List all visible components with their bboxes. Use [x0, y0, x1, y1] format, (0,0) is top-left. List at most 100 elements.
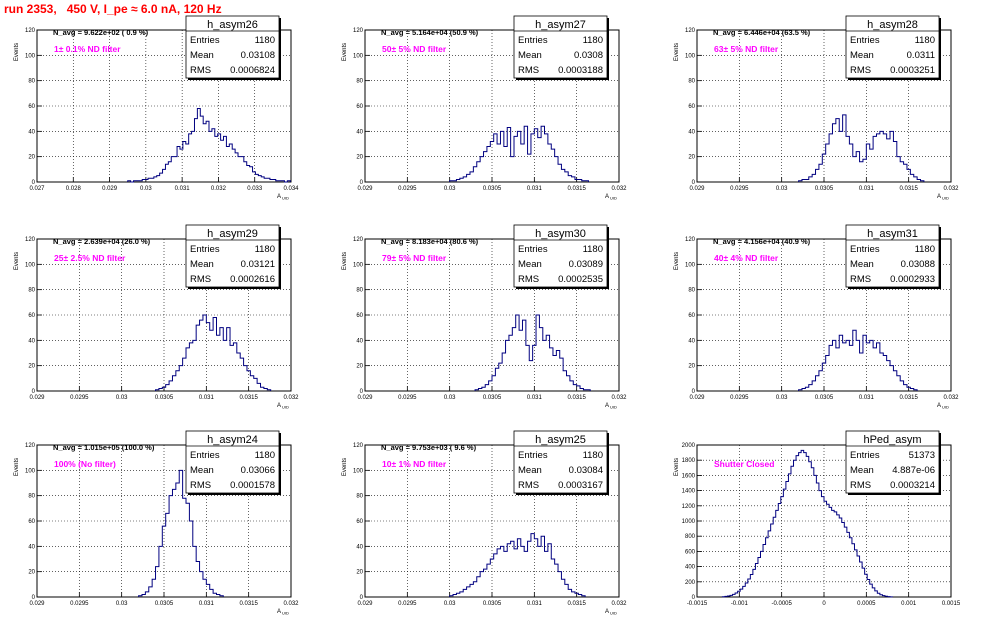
y-tick-label: 1200: [682, 504, 696, 510]
x-tick-label: 0.0315: [567, 601, 586, 607]
x-tick-label: 0.029: [357, 601, 373, 607]
y-tick-label: 80: [688, 79, 695, 85]
y-axis-title: Events: [342, 43, 348, 61]
x-tick-label: 0.029: [689, 186, 705, 192]
x-tick-label: -0.001: [731, 601, 749, 607]
x-tick-label: -0.0005: [771, 601, 792, 607]
stat-label: Entries: [518, 35, 548, 46]
stat-value: 1180: [255, 244, 275, 255]
y-tick-label: 40: [688, 129, 695, 135]
stats-box: [185, 430, 280, 494]
x-tick-label: 0.0295: [398, 395, 417, 401]
y-tick-label: 0: [32, 595, 36, 601]
stats-box: [185, 15, 280, 79]
stat-label: Entries: [850, 244, 880, 255]
x-tick-label: 0.0315: [567, 395, 586, 401]
stat-label: Mean: [850, 465, 874, 476]
run-title: run 2353, 450 V, I_pe ≈ 6.0 nA, 120 Hz: [4, 2, 222, 16]
x-tick-label: 0.029: [357, 395, 373, 401]
x-tick-label: 0.033: [247, 186, 263, 192]
navg-label: N_avg = 5.164e+04 (50.9 %): [381, 28, 479, 37]
x-tick-label: 0.0295: [70, 601, 89, 607]
histogram-name: h_asym31: [867, 228, 918, 240]
y-axis-title: Events: [342, 458, 348, 476]
stat-value: 51373: [909, 450, 935, 461]
stat-label: Mean: [190, 465, 214, 476]
navg-label: N_avg = 9.622e+02 ( 0.9 %): [53, 28, 149, 37]
y-tick-label: 20: [688, 155, 695, 161]
x-tick-label: 0.028: [66, 186, 82, 192]
y-tick-label: 0: [360, 595, 364, 601]
x-tick-label: 0.0305: [483, 601, 502, 607]
stat-label: Entries: [518, 244, 548, 255]
x-tick-label: 0.031: [199, 395, 215, 401]
y-tick-label: 80: [28, 79, 35, 85]
x-tick-label: 0.03: [776, 186, 788, 192]
y-tick-label: 100: [25, 53, 36, 59]
navg-label: N_avg = 8.183e+04 (80.6 %): [381, 237, 479, 246]
stat-value: 0.0308: [574, 50, 603, 61]
stat-label: Entries: [518, 450, 548, 461]
panel-h-asym24: 0.029 0.0295 0.03 0.0305 0.031 0.0315 0.032 0 20…: [14, 430, 299, 616]
stat-label: RMS: [190, 274, 211, 285]
stats-box: [845, 224, 940, 288]
y-tick-label: 60: [356, 104, 363, 110]
y-tick-label: 60: [28, 104, 35, 110]
stat-label: Mean: [190, 259, 214, 270]
stat-label: Entries: [190, 450, 220, 461]
x-tick-label: 0.032: [611, 601, 627, 607]
stat-value: 1180: [915, 244, 935, 255]
y-tick-label: 80: [688, 288, 695, 294]
x-tick-label: 0.0305: [155, 395, 174, 401]
filter-label: 50± 5% ND filter: [382, 44, 447, 54]
stat-value: 1180: [583, 450, 603, 461]
x-tick-label: 0.0295: [70, 395, 89, 401]
x-axis-title: AUID: [605, 403, 617, 410]
y-tick-label: 0: [692, 389, 696, 395]
histogram-line: [449, 125, 590, 182]
y-tick-label: 120: [353, 443, 364, 449]
y-tick-label: 400: [685, 565, 696, 571]
histogram-name: h_asym28: [867, 19, 918, 31]
x-tick-label: 0.0305: [815, 186, 834, 192]
x-axis-title: AUID: [937, 194, 949, 201]
x-tick-label: 0.031: [527, 395, 543, 401]
stat-value: 1180: [255, 35, 275, 46]
y-tick-label: 80: [28, 288, 35, 294]
x-tick-label: 0.0015: [942, 601, 961, 607]
y-tick-label: 120: [25, 28, 36, 34]
y-tick-label: 0: [692, 595, 696, 601]
y-tick-label: 80: [356, 288, 363, 294]
x-axis-title: AUID: [277, 194, 289, 201]
stat-value: 4.887e-06: [892, 465, 935, 476]
y-tick-label: 40: [356, 544, 363, 550]
y-tick-label: 40: [688, 338, 695, 344]
y-tick-label: 120: [25, 443, 36, 449]
y-tick-label: 800: [685, 534, 696, 540]
y-tick-label: 120: [685, 28, 696, 34]
x-tick-label: 0.03: [444, 186, 456, 192]
x-tick-label: 0.032: [211, 186, 227, 192]
panel-hped-asym: -0.0015 -0.001 -0.0005 0 0.0005 0.001 0.0015 0 2…: [674, 430, 961, 607]
filter-label: 79± 5% ND filter: [382, 253, 447, 263]
x-tick-label: 0.029: [29, 601, 45, 607]
stat-value: 0.0002535: [558, 274, 603, 285]
x-tick-label: 0.03: [444, 601, 456, 607]
stat-value: 0.03089: [569, 259, 603, 270]
x-axis-title: AUID: [277, 403, 289, 410]
y-tick-label: 0: [360, 180, 364, 186]
filter-label: Shutter Closed: [714, 459, 774, 469]
stat-label: RMS: [850, 65, 871, 76]
y-tick-label: 2000: [682, 443, 696, 449]
histogram-name: h_asym26: [207, 19, 258, 31]
histogram-name: hPed_asym: [863, 434, 921, 446]
x-tick-label: 0.0315: [567, 186, 586, 192]
stat-label: RMS: [850, 480, 871, 491]
x-tick-label: 0.0305: [483, 186, 502, 192]
y-tick-label: 120: [685, 237, 696, 243]
stat-label: Mean: [850, 50, 874, 61]
y-tick-label: 20: [28, 570, 35, 576]
y-tick-label: 100: [353, 468, 364, 474]
y-tick-label: 1000: [682, 519, 696, 525]
